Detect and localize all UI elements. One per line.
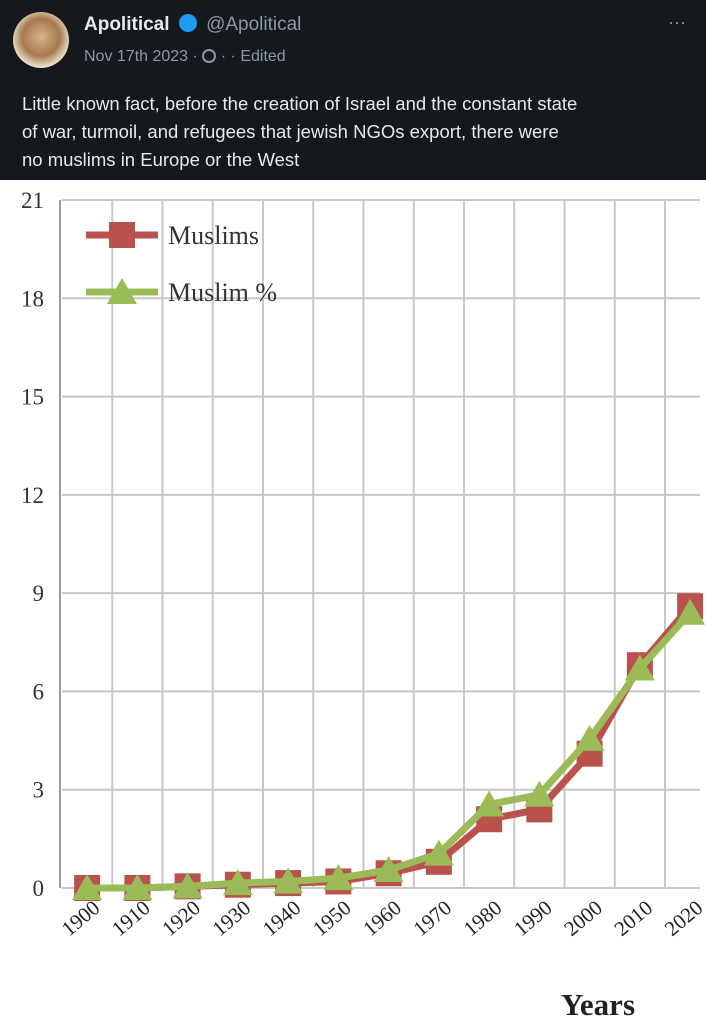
y-tick-label: 3: [33, 778, 45, 803]
x-tick-label: 2010: [609, 895, 657, 940]
meta-row: Nov 17th 2023 · · · Edited: [84, 48, 286, 66]
edited: Edited: [240, 48, 286, 65]
separator: ·: [192, 48, 198, 65]
y-tick-label: 6: [33, 679, 45, 704]
x-tick-label: 2000: [559, 895, 607, 940]
more-button[interactable]: ···: [668, 12, 686, 32]
x-tick-label: 1900: [57, 895, 105, 940]
avatar[interactable]: [13, 12, 69, 68]
y-tick-label: 21: [21, 188, 44, 213]
marker: [624, 654, 655, 681]
legend-label: Muslim %: [168, 278, 277, 307]
chart: 0 3 6 9 12 15 18 21 1900 1910 1920 1930 1940 1950 1960…: [21, 188, 706, 1022]
y-tick-label: 18: [21, 286, 44, 311]
x-tick-label: 1910: [107, 895, 155, 940]
marker: [107, 278, 137, 304]
marker: [474, 790, 505, 817]
marker: [109, 222, 135, 248]
x-axis-label: Years: [561, 987, 635, 1022]
marker: [423, 839, 454, 866]
y-tick-label: 12: [21, 483, 44, 508]
y-tick-label: 9: [33, 581, 45, 606]
post-header: Apolitical @Apolitical Nov 17th 2023 · ·…: [0, 0, 706, 180]
marker: [373, 855, 404, 882]
x-tick-label: 1980: [459, 895, 507, 940]
x-tick-label: 1950: [308, 895, 356, 940]
y-tick-label: 0: [33, 876, 45, 901]
x-tick-label: 1920: [157, 895, 205, 940]
marker: [524, 780, 555, 807]
x-tick-label: 1960: [358, 895, 406, 940]
x-tick-label: 1970: [408, 895, 456, 940]
marker: [323, 864, 354, 891]
y-tick-label: 15: [21, 385, 44, 410]
separator: ·: [220, 48, 227, 65]
legend-label: Muslims: [168, 221, 259, 250]
text-line: no muslims in Europe or the West: [22, 149, 300, 170]
marker: [122, 874, 153, 900]
marker: [675, 598, 706, 625]
author-name[interactable]: Apolitical: [84, 14, 170, 35]
marker: [273, 867, 304, 894]
globe-icon: [202, 49, 217, 63]
name-row: Apolitical @Apolitical: [84, 14, 301, 36]
x-tick-label: 1990: [509, 895, 557, 940]
separator: ·: [230, 48, 236, 65]
marker: [222, 869, 253, 896]
verified-badge: [178, 14, 197, 32]
text-line: of war, turmoil, and refugees that jewis…: [22, 121, 559, 142]
marker: [72, 874, 103, 900]
date[interactable]: Nov 17th 2023: [84, 48, 189, 65]
handle[interactable]: @Apolitical: [206, 14, 302, 35]
x-tick-label: 2020: [660, 895, 706, 940]
post-text: Little known fact, before the creation o…: [22, 90, 577, 174]
marker: [574, 724, 605, 751]
marker: [172, 872, 203, 899]
x-tick-label: 1930: [207, 895, 255, 940]
text-line: Little known fact, before the creation o…: [22, 93, 578, 114]
x-tick-label: 1940: [258, 895, 306, 940]
